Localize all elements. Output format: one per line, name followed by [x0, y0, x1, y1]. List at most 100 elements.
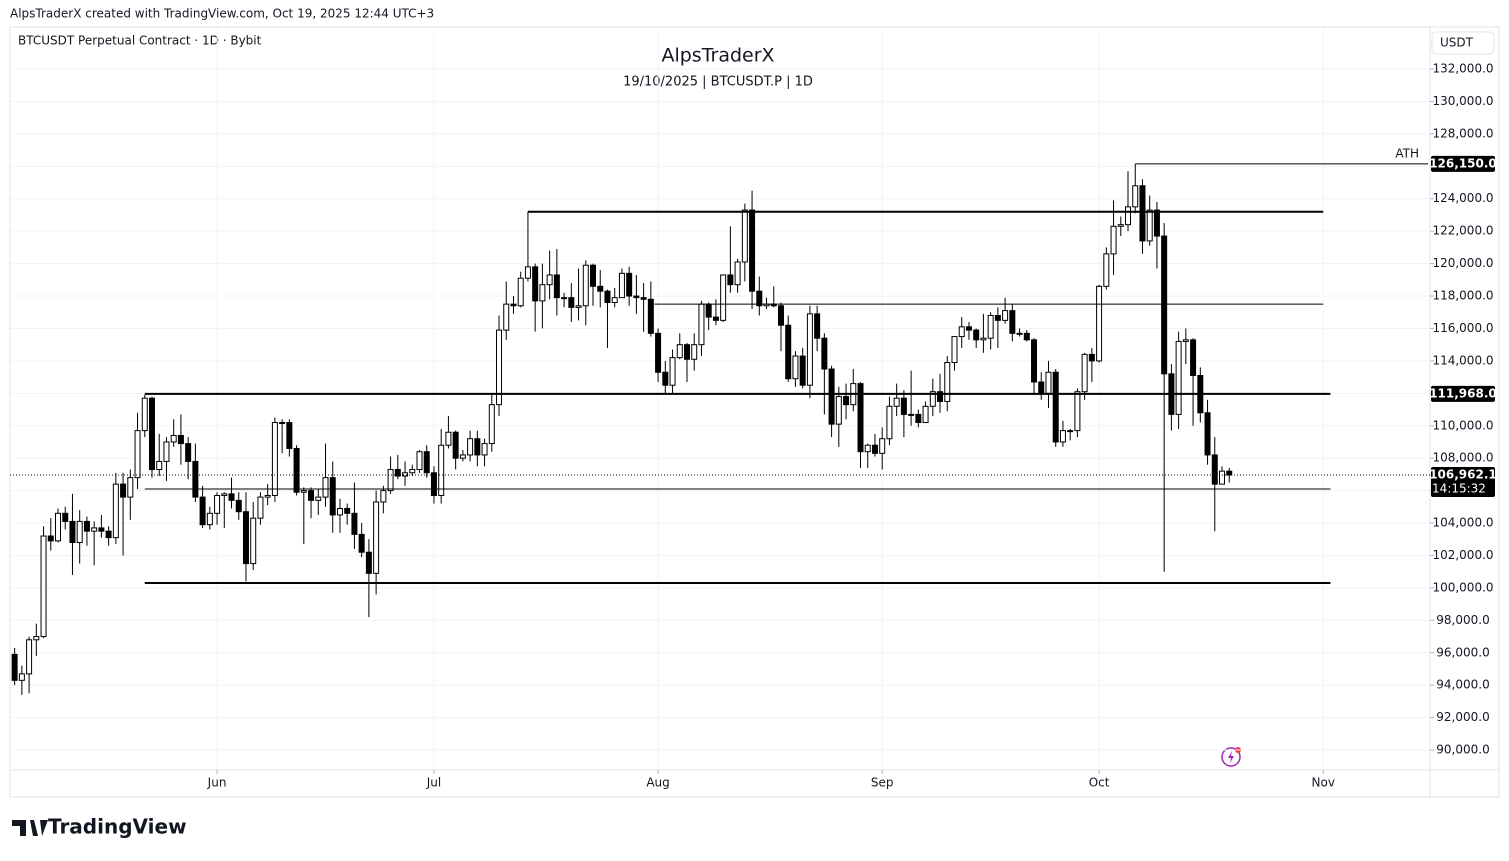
candle-body — [828, 368, 835, 425]
candle-body — [720, 274, 727, 321]
last-price-tag — [1431, 467, 1495, 498]
y-tick-label: 132,000.0 — [1432, 62, 1493, 76]
candle-body — [206, 512, 213, 526]
x-tick-label: Oct — [1089, 776, 1110, 790]
candle-body — [467, 438, 474, 456]
plot: ATH — [10, 146, 1430, 695]
candle-body — [1052, 371, 1059, 443]
candle-body — [430, 472, 437, 496]
candle-body — [329, 477, 336, 516]
y-tick-label: 96,000.0 — [1436, 645, 1489, 659]
candle-body — [524, 266, 531, 279]
chart-subtitle: 19/10/2025 | BTCUSDT.P | 1D — [623, 75, 813, 90]
candle-body — [134, 430, 141, 479]
candle-body — [163, 441, 170, 462]
candle-body — [11, 653, 18, 681]
candle-body — [922, 405, 929, 424]
candle-body — [402, 472, 409, 477]
candle-body — [1226, 470, 1233, 476]
x-tick-label: Sep — [871, 776, 894, 790]
candle-body — [1153, 209, 1160, 237]
candle-body — [749, 209, 756, 292]
alert-icon[interactable] — [1221, 747, 1241, 767]
candle-body — [741, 209, 748, 263]
x-tick-label: Aug — [646, 776, 669, 790]
candle-body — [1031, 339, 1038, 383]
candle-body — [1081, 353, 1088, 393]
candle-body — [438, 444, 445, 496]
candle-body — [445, 431, 452, 446]
candle-body — [322, 477, 329, 498]
candle-body — [532, 266, 539, 302]
last-price-label: 106,962.1 — [1429, 468, 1497, 482]
candle-body — [633, 295, 640, 299]
alert-ring[interactable] — [1221, 747, 1241, 767]
y-tick-label: 130,000.0 — [1432, 94, 1493, 108]
candle-body — [105, 530, 112, 539]
candle-body — [271, 422, 278, 496]
candle-body — [973, 329, 980, 341]
candle-body — [344, 507, 351, 514]
candle-body — [691, 344, 698, 360]
y-tick-label: 102,000.0 — [1432, 548, 1493, 562]
candle-body — [937, 391, 944, 402]
candle-body — [481, 443, 488, 456]
candle-body — [582, 264, 589, 307]
price-tag-label: 126,150.0 — [1429, 156, 1497, 170]
candle-body — [806, 313, 813, 386]
brand: TradingView — [48, 815, 187, 839]
candle-body — [727, 274, 734, 286]
candle-body — [553, 274, 560, 299]
candle-body — [987, 314, 994, 339]
y-tick-label: 118,000.0 — [1432, 289, 1493, 303]
candle-body — [994, 314, 1001, 321]
candle-body — [1096, 285, 1103, 362]
y-tick-label: 92,000.0 — [1436, 710, 1489, 724]
candle-body — [857, 383, 864, 453]
candle-body — [351, 512, 358, 535]
candle-body — [879, 438, 886, 454]
candle-body — [1117, 224, 1124, 227]
candle-body — [777, 305, 784, 326]
currency-button[interactable] — [1431, 31, 1495, 55]
candle-body — [1074, 391, 1081, 432]
candle-body — [915, 413, 922, 424]
candle-body — [640, 297, 647, 300]
candle-body — [365, 551, 372, 574]
x-tick-label: Nov — [1312, 776, 1335, 790]
candle-body — [459, 454, 466, 459]
candle-body — [1088, 353, 1095, 362]
candle-body — [647, 298, 654, 334]
candle-body — [76, 520, 83, 544]
candle-body — [156, 460, 163, 471]
candle-body — [47, 535, 54, 542]
candle-body — [394, 469, 401, 477]
candle-body — [944, 362, 951, 402]
candle-body — [712, 316, 719, 321]
candle-body — [177, 434, 184, 445]
candle-body — [611, 297, 618, 304]
candle-body — [705, 303, 712, 318]
candle-body — [62, 512, 69, 522]
candle-body — [1161, 235, 1168, 375]
x-tick-label: Jun — [207, 776, 227, 790]
candle-body — [908, 413, 915, 416]
candle-body — [568, 297, 575, 308]
price-tag — [1431, 155, 1495, 172]
y-tick-label: 128,000.0 — [1432, 126, 1493, 140]
candle-body — [380, 490, 387, 503]
candle-body — [199, 496, 206, 526]
currency[interactable]: USDT — [1440, 36, 1474, 50]
candle-body — [1190, 339, 1197, 376]
alert-bolt[interactable] — [1228, 751, 1234, 763]
candle-body — [958, 326, 965, 338]
axes: 90,000.0 92,000.0 94,000.0 96,000.0 98,000.0… — [207, 62, 1497, 790]
candle-body — [683, 344, 690, 360]
candle-body — [929, 391, 936, 407]
chart-frame — [9, 26, 1500, 798]
price-tag-label: 111,968.0 — [1429, 386, 1497, 400]
candle-body — [1132, 185, 1139, 208]
candle-body — [336, 507, 343, 516]
chart-title: AlpsTraderX — [661, 45, 774, 67]
